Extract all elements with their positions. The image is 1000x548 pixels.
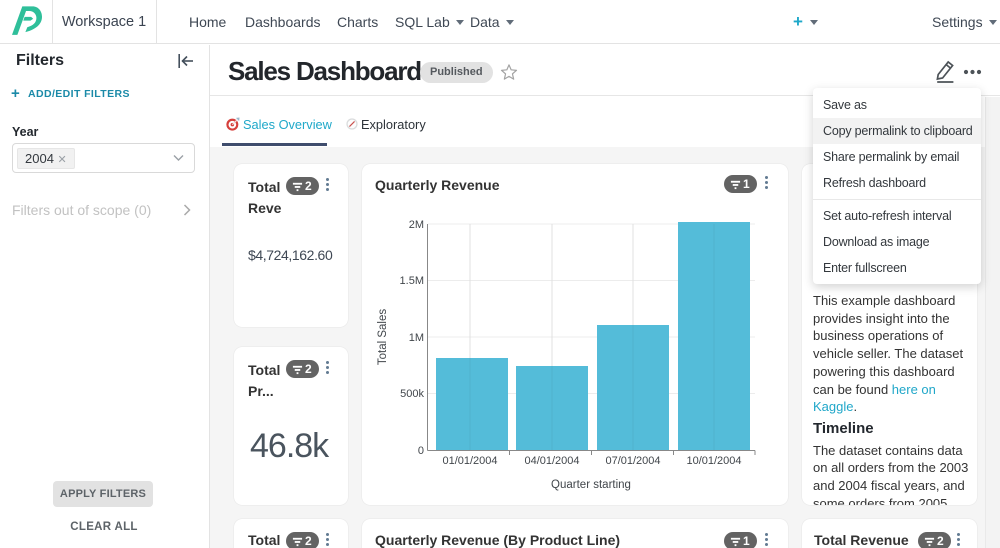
svg-text:10/01/2004: 10/01/2004 xyxy=(686,455,741,467)
svg-text:Quarter starting: Quarter starting xyxy=(551,479,631,491)
svg-text:04/01/2004: 04/01/2004 xyxy=(524,455,579,467)
svg-text:1M: 1M xyxy=(409,332,424,344)
svg-text:2M: 2M xyxy=(409,219,424,231)
svg-text:1.5M: 1.5M xyxy=(400,275,424,287)
svg-text:07/01/2004: 07/01/2004 xyxy=(605,455,660,467)
svg-text:01/01/2004: 01/01/2004 xyxy=(442,455,497,467)
svg-text:0: 0 xyxy=(418,445,424,457)
svg-text:500k: 500k xyxy=(400,388,424,400)
svg-text:Total Sales: Total Sales xyxy=(377,309,389,366)
